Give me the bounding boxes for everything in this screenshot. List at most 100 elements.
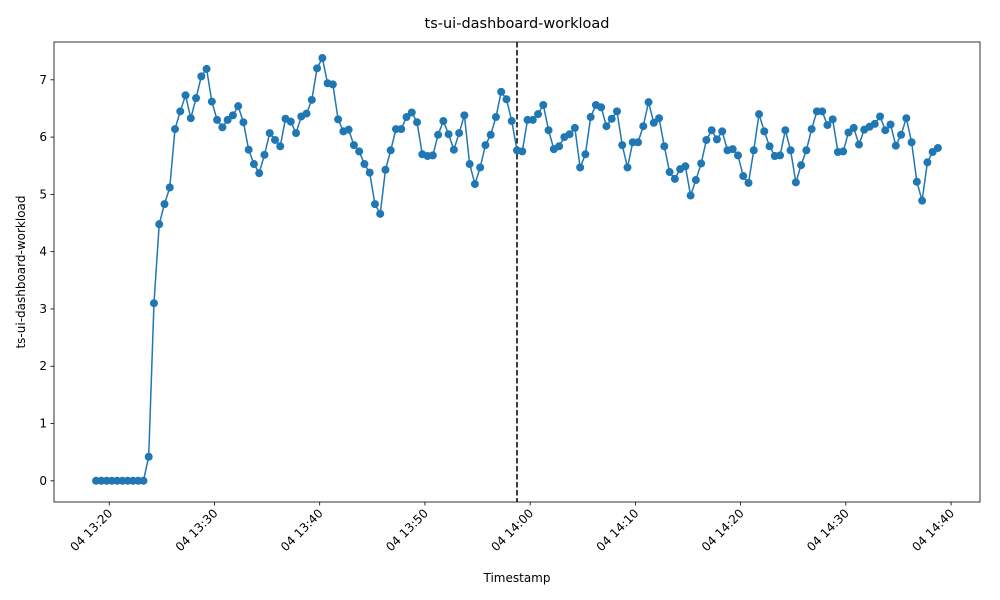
- data-point: [465, 160, 474, 169]
- data-point: [907, 138, 916, 147]
- y-tick-label: 6: [39, 130, 47, 144]
- data-point: [718, 127, 727, 136]
- data-point: [223, 115, 232, 124]
- data-point: [171, 125, 180, 134]
- data-point: [413, 118, 422, 127]
- data-point: [797, 161, 806, 170]
- data-point: [444, 130, 453, 139]
- data-point: [733, 151, 742, 160]
- data-point: [349, 141, 358, 150]
- data-point: [428, 151, 437, 160]
- x-tick-label: 04 13:30: [173, 506, 221, 554]
- x-tick-label: 04 14:10: [594, 506, 642, 554]
- data-point: [402, 113, 411, 122]
- data-point: [839, 147, 848, 156]
- data-point: [449, 145, 458, 154]
- y-tick-label: 0: [39, 474, 47, 488]
- data-point: [507, 117, 516, 126]
- data-point: [476, 163, 485, 172]
- data-point: [192, 94, 201, 103]
- data-point: [276, 142, 285, 151]
- x-tick-label: 04 13:50: [383, 506, 431, 554]
- data-point: [144, 452, 153, 461]
- data-point: [228, 111, 237, 120]
- data-point: [634, 138, 643, 147]
- y-tick-label: 7: [39, 73, 47, 87]
- y-tick-label: 5: [39, 187, 47, 201]
- data-point: [434, 130, 443, 139]
- data-point: [649, 118, 658, 127]
- data-point: [376, 209, 385, 218]
- data-point: [260, 150, 269, 159]
- data-point: [239, 118, 248, 127]
- data-point: [807, 125, 816, 134]
- data-point: [286, 117, 295, 126]
- data-point: [912, 177, 921, 186]
- data-point: [491, 113, 500, 122]
- data-point: [244, 145, 253, 154]
- data-point: [381, 165, 390, 174]
- data-point: [365, 168, 374, 177]
- data-point: [802, 146, 811, 155]
- data-point: [765, 142, 774, 151]
- data-point: [207, 97, 216, 106]
- x-tick-label: 04 14:00: [488, 506, 536, 554]
- data-point: [702, 135, 711, 144]
- data-point: [497, 87, 506, 96]
- data-point: [933, 143, 942, 152]
- data-point: [439, 117, 448, 126]
- data-point: [854, 140, 863, 149]
- data-point: [886, 120, 895, 129]
- data-point: [781, 126, 790, 135]
- data-point: [755, 110, 764, 119]
- x-axis-label: Timestamp: [483, 571, 551, 585]
- data-point: [881, 126, 890, 135]
- data-point: [655, 114, 664, 123]
- data-point: [786, 146, 795, 155]
- y-tick-label: 3: [39, 302, 47, 316]
- data-point: [486, 130, 495, 139]
- data-point: [318, 54, 327, 63]
- data-point: [570, 123, 579, 132]
- data-point: [618, 141, 627, 150]
- data-point: [313, 64, 322, 73]
- data-point: [686, 191, 695, 200]
- data-point: [307, 95, 316, 104]
- data-point: [739, 172, 748, 181]
- data-point: [670, 174, 679, 183]
- y-tick-label: 2: [39, 359, 47, 373]
- data-point: [255, 169, 264, 178]
- data-point: [344, 125, 353, 134]
- data-point: [586, 113, 595, 122]
- data-point: [607, 114, 616, 123]
- data-point: [565, 130, 574, 139]
- data-point: [576, 163, 585, 172]
- data-point: [791, 178, 800, 187]
- data-point: [218, 123, 227, 132]
- data-point: [355, 147, 364, 156]
- data-point: [744, 178, 753, 187]
- data-point: [528, 115, 537, 124]
- data-point: [481, 141, 490, 150]
- data-point: [902, 114, 911, 123]
- data-point: [160, 200, 169, 209]
- data-point: [407, 108, 416, 117]
- data-point: [197, 72, 206, 81]
- data-point: [844, 128, 853, 137]
- data-point: [818, 107, 827, 116]
- data-point: [139, 476, 148, 485]
- data-point: [602, 122, 611, 131]
- data-point: [728, 145, 737, 154]
- data-point: [697, 159, 706, 168]
- data-point: [534, 110, 543, 119]
- y-tick-label: 4: [39, 245, 47, 259]
- x-tick-label: 04 14:30: [804, 506, 852, 554]
- data-point: [691, 176, 700, 185]
- chart-title: ts-ui-dashboard-workload: [425, 16, 610, 32]
- data-point: [644, 98, 653, 107]
- data-point: [370, 200, 379, 209]
- data-point: [749, 146, 758, 155]
- data-point: [213, 115, 222, 124]
- data-point: [597, 103, 606, 112]
